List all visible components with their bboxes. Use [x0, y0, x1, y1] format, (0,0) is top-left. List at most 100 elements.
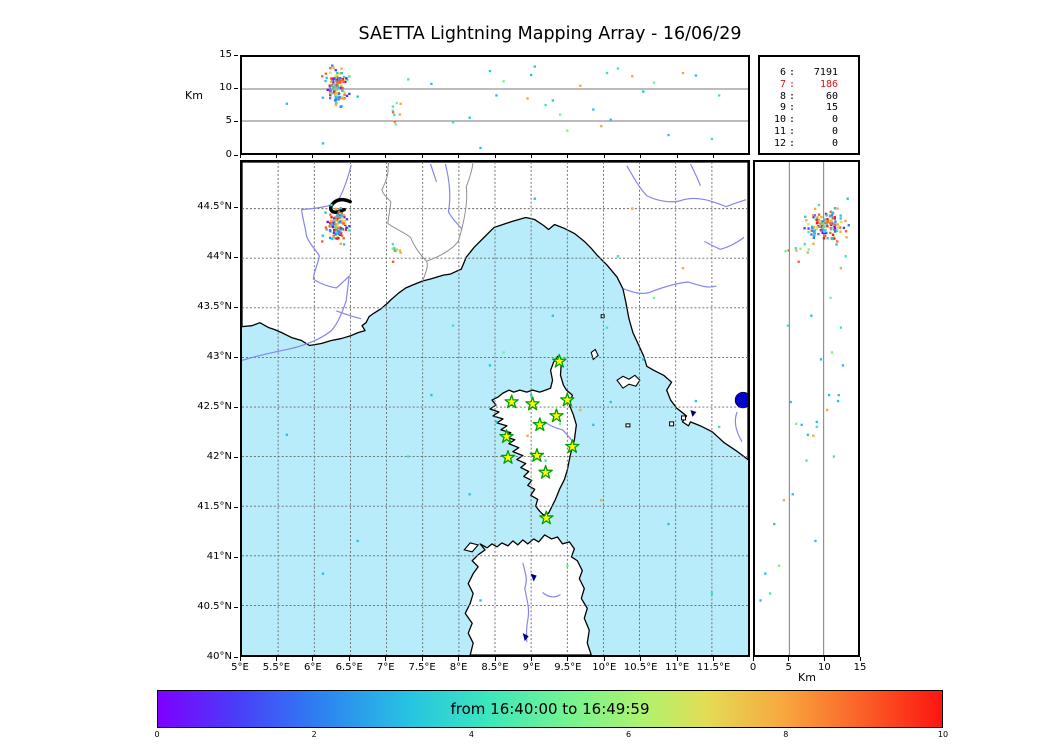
lightning-point — [815, 225, 819, 229]
lightning-point — [782, 499, 786, 502]
lightning-point — [831, 226, 835, 230]
lightning-point — [835, 243, 838, 246]
lightning-point — [600, 499, 603, 502]
lightning-point — [341, 77, 345, 81]
lightning-point — [451, 121, 455, 124]
lightning-point — [399, 251, 402, 254]
lightning-point — [837, 225, 840, 228]
lightning-point — [823, 231, 827, 235]
lightning-point — [330, 220, 333, 223]
lightning-point — [819, 358, 823, 361]
lon-tick — [312, 657, 314, 661]
lightning-point — [836, 226, 840, 229]
lightning-point — [824, 228, 827, 232]
lightning-point — [812, 236, 815, 240]
lightning-point — [824, 219, 828, 222]
lightning-point — [833, 207, 837, 210]
lightning-point — [526, 434, 529, 437]
lightning-point — [335, 77, 339, 81]
lightning-point — [334, 229, 337, 232]
lon-tick — [458, 657, 460, 661]
lightning-point — [558, 113, 562, 116]
lightning-point — [340, 221, 343, 224]
lightning-point — [717, 425, 721, 429]
lightning-point — [337, 230, 341, 233]
lightning-point — [824, 234, 827, 238]
top-y-tick-label: 15 — [219, 48, 232, 60]
colorbar-time-range-label: from 16:40:00 to 16:49:59 — [450, 700, 650, 718]
lightning-point — [817, 203, 820, 207]
station-count-stats-box: 6: 7191 7: 186 8: 60 9: 15 10: 0 11: 0 12: 0 — [758, 55, 860, 155]
stats-colon: : — [788, 67, 796, 78]
lightning-point — [795, 249, 798, 252]
lat-tick-label: 42°N — [206, 450, 232, 462]
lightning-point — [815, 227, 818, 231]
rivers — [242, 163, 747, 643]
lightning-point — [342, 243, 346, 246]
lightning-point — [807, 230, 810, 234]
top-y-tick — [234, 54, 238, 56]
lightning-point — [391, 260, 395, 263]
lightning-point — [811, 226, 814, 230]
lightning-point — [592, 423, 595, 427]
lightning-point — [826, 220, 829, 224]
top-y-tick-label: 5 — [225, 115, 232, 127]
lightning-point — [773, 522, 776, 526]
lightning-point — [332, 66, 335, 69]
lightning-point — [342, 222, 345, 225]
lightning-point — [830, 220, 833, 223]
colorbar-tick-label: 6 — [626, 730, 632, 739]
stats-colon: : — [788, 102, 796, 114]
lightning-point — [342, 237, 345, 240]
lightning-point — [833, 230, 837, 233]
lightning-point — [830, 351, 834, 354]
lightning-point — [340, 234, 344, 237]
lightning-point — [336, 212, 340, 216]
top-panel-y-axis-label: Km — [185, 89, 203, 102]
lightning-point — [339, 86, 343, 89]
colorbar-tick-label: 2 — [311, 730, 317, 739]
lightning-point — [407, 78, 410, 81]
top-panel-x-tick — [348, 155, 350, 158]
lightning-point — [339, 72, 342, 75]
lon-tick-label: 10°E — [592, 662, 617, 673]
lightning-point — [831, 233, 835, 236]
lightning-point — [839, 220, 843, 224]
lightning-point — [794, 247, 797, 250]
lightning-point — [345, 218, 349, 221]
lightning-point — [321, 142, 325, 145]
top-panel-x-tick — [640, 155, 642, 158]
lightning-point — [336, 226, 340, 230]
stats-level: 12 — [773, 137, 786, 149]
lightning-point — [391, 111, 395, 114]
lightning-point — [616, 67, 620, 70]
stats-row: 11: 0 — [760, 126, 858, 138]
lightning-point — [817, 232, 820, 236]
lightning-point — [329, 91, 332, 94]
lightning-point — [341, 95, 344, 98]
lightning-point — [344, 80, 347, 84]
lightning-point — [828, 214, 832, 217]
lightning-point — [814, 207, 817, 211]
lightning-point — [821, 231, 824, 235]
giglio-island — [681, 415, 686, 421]
lightning-point — [340, 67, 343, 70]
top-panel-x-tick — [421, 155, 423, 158]
lightning-point — [395, 101, 398, 105]
lightning-point — [338, 81, 342, 84]
lon-tick-label: 10.5°E — [623, 662, 658, 673]
lightning-point — [391, 242, 395, 246]
lon-tick — [421, 657, 423, 661]
station-star — [560, 392, 575, 407]
lightning-point — [345, 94, 349, 98]
station-star — [549, 408, 564, 423]
lightning-point — [805, 219, 808, 222]
lightning-point — [813, 234, 816, 237]
lightning-point — [333, 87, 337, 90]
lightning-point — [334, 74, 337, 77]
lat-tick — [234, 406, 238, 408]
lightning-point — [332, 236, 335, 239]
lon-tick-label: 6.5°E — [335, 662, 363, 673]
lon-tick — [348, 657, 350, 661]
lightning-point — [817, 218, 821, 222]
